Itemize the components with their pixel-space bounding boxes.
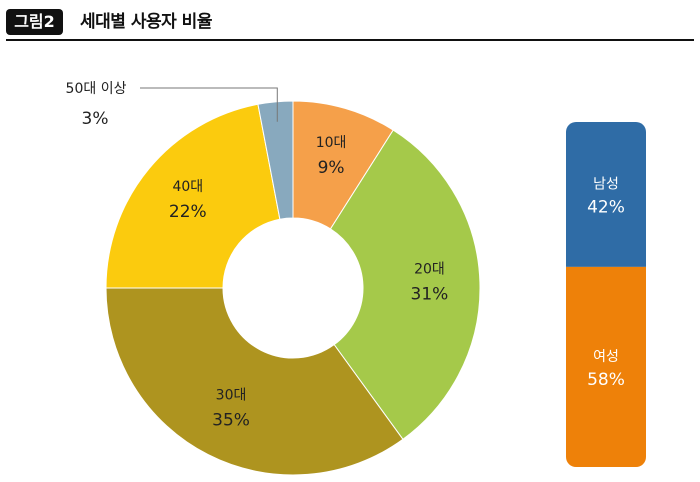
slice-label-30s: 30대 — [216, 388, 247, 404]
header-rule — [6, 39, 694, 41]
slice-label-20s: 20대 — [414, 262, 445, 278]
bar-label-female: 여성 — [593, 349, 619, 365]
slice-30s — [105, 287, 404, 476]
age-donut-chart: 10대 9% 20대 31% 30대 35% 40대 22% 50대 이상 3% — [66, 81, 481, 476]
slice-value-50plus: 3% — [82, 109, 109, 129]
slice-40s — [105, 103, 281, 289]
slice-20s — [329, 129, 481, 440]
chart-title: 세대별 사용자 비율 — [80, 12, 212, 32]
leader-line-50plus — [140, 87, 278, 122]
figure-number-badge: 그림2 — [6, 9, 63, 35]
bar-value-male: 42% — [587, 197, 625, 217]
slice-value-20s: 31% — [411, 285, 449, 305]
slice-50plus — [257, 100, 294, 220]
slice-value-30s: 35% — [212, 411, 250, 431]
bar-value-female: 58% — [587, 370, 625, 390]
bar-segment-male — [566, 122, 646, 267]
slice-label-50plus: 50대 이상 — [66, 81, 127, 97]
slice-value-teens: 9% — [318, 158, 345, 178]
figure-header: 그림2 세대별 사용자 비율 — [0, 0, 700, 41]
bar-segment-female — [566, 266, 646, 467]
slice-label-teens: 10대 — [316, 135, 347, 151]
slice-label-40s: 40대 — [172, 179, 203, 195]
gender-stacked-bar: 남성 42% 여성 58% — [566, 122, 646, 467]
bar-label-male: 남성 — [593, 176, 619, 192]
slice-value-40s: 22% — [169, 202, 207, 222]
